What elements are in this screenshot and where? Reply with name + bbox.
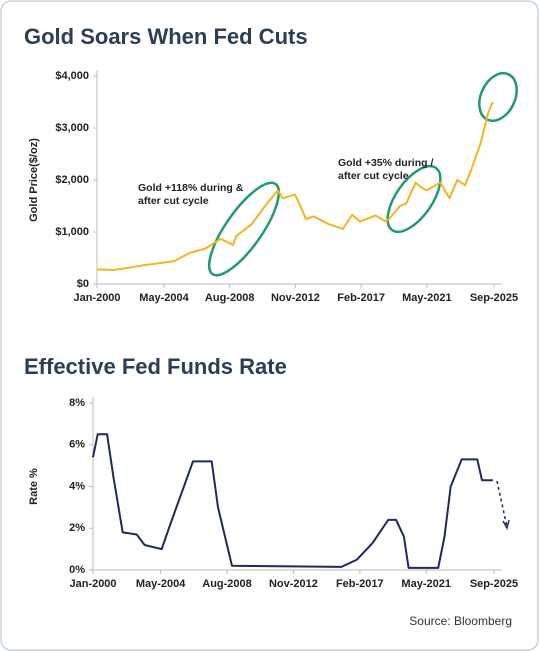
x-tick-label: May-2004 (136, 578, 186, 590)
highlight-ellipse (386, 164, 442, 234)
x-tick-label: Aug-2008 (205, 292, 255, 304)
x-tick-label: May-2004 (139, 292, 189, 304)
y-tick-label: $4,000 (55, 70, 89, 82)
annotation: Gold +35% during / (338, 157, 433, 169)
annotation: after cut cycle (338, 170, 409, 182)
projection-arrow (496, 480, 508, 528)
x-tick-label: Nov-2012 (271, 292, 320, 304)
y-tick-label: 4% (69, 480, 85, 492)
source: Source: Bloomberg (409, 614, 512, 628)
arrow-head (502, 519, 510, 530)
data-line (96, 101, 494, 271)
x-tick-label: Feb-2017 (336, 578, 384, 590)
x-tick-label: Sep-2025 (470, 292, 518, 304)
y-axis-label: Rate % (28, 468, 40, 505)
chart-title: Effective Fed Funds Rate (24, 354, 287, 379)
annotation: after cut cycle (138, 195, 209, 207)
annotation: Gold +118% during & (138, 182, 244, 194)
y-tick-label: 0% (69, 564, 85, 576)
data-line (92, 433, 493, 569)
y-tick-label: 2% (69, 522, 85, 534)
chart-title: Gold Soars When Fed Cuts (24, 24, 308, 49)
x-tick-label: Nov-2012 (269, 578, 318, 590)
y-tick-label: $3,000 (55, 122, 89, 134)
x-tick-label: May-2021 (402, 292, 452, 304)
x-tick-label: Jan-2000 (73, 292, 120, 304)
x-tick-label: Aug-2008 (202, 578, 252, 590)
x-tick-label: Sep-2025 (470, 578, 518, 590)
x-tick-label: May-2021 (401, 578, 451, 590)
x-tick-label: Feb-2017 (337, 292, 385, 304)
x-tick-label: Jan-2000 (69, 578, 116, 590)
y-tick-label: $1,000 (55, 226, 89, 238)
y-axis-label: Gold Price($/oz) (28, 138, 40, 222)
y-tick-label: 6% (69, 439, 85, 451)
y-tick-label: $2,000 (55, 174, 89, 186)
y-tick-label: $0 (77, 278, 89, 290)
highlight-ellipse (207, 181, 281, 277)
y-tick-label: 8% (69, 397, 85, 409)
